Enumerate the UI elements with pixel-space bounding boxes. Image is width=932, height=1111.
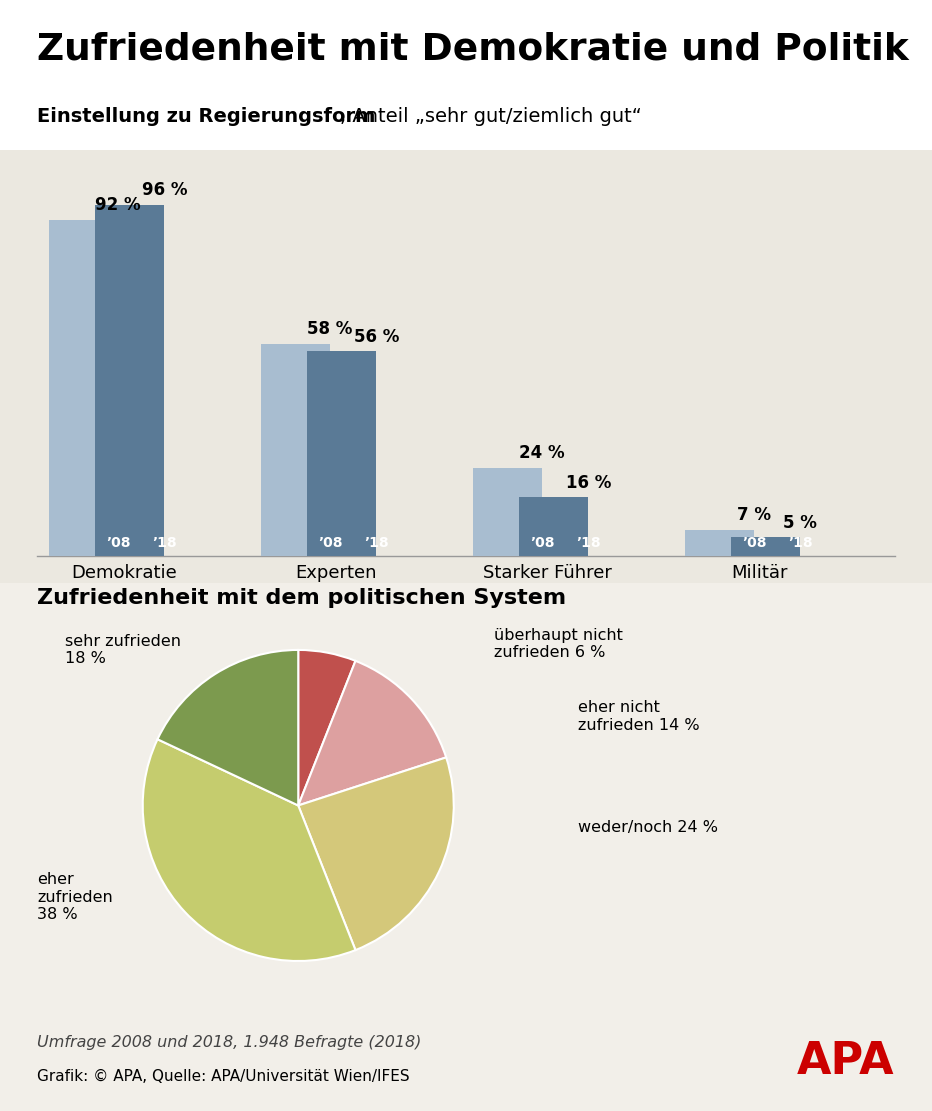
Text: APA: APA	[797, 1040, 895, 1083]
Text: überhaupt nicht
zufrieden 6 %: überhaupt nicht zufrieden 6 %	[494, 628, 623, 660]
Bar	[473, 468, 542, 556]
Text: ’08: ’08	[530, 536, 555, 550]
Text: eher
zufrieden
38 %: eher zufrieden 38 %	[37, 872, 113, 922]
Text: Grafik: © APA, Quelle: APA/Universität Wien/IFES: Grafik: © APA, Quelle: APA/Universität W…	[37, 1069, 410, 1084]
Text: ’08: ’08	[742, 536, 766, 550]
Text: 92 %: 92 %	[95, 196, 141, 214]
Text: Zufriedenheit mit Demokratie und Politik: Zufriedenheit mit Demokratie und Politik	[37, 32, 909, 68]
Text: ’18: ’18	[576, 536, 600, 550]
Text: 58 %: 58 %	[308, 320, 353, 338]
Bar	[685, 530, 754, 556]
Bar	[731, 538, 801, 556]
Text: ’18: ’18	[364, 536, 389, 550]
Text: Umfrage 2008 und 2018, 1.948 Befragte (2018): Umfrage 2008 und 2018, 1.948 Befragte (2…	[37, 1035, 421, 1051]
Bar	[519, 497, 588, 556]
Bar	[48, 220, 118, 556]
Text: weder/noch 24 %: weder/noch 24 %	[578, 820, 718, 835]
Text: 96 %: 96 %	[142, 181, 187, 200]
Text: eher nicht
zufrieden 14 %: eher nicht zufrieden 14 %	[578, 700, 699, 733]
Wedge shape	[298, 650, 355, 805]
Text: 24 %: 24 %	[519, 444, 565, 462]
Text: ’18: ’18	[152, 536, 177, 550]
Wedge shape	[298, 661, 446, 805]
Text: , Anteil „sehr gut/ziemlich gut“: , Anteil „sehr gut/ziemlich gut“	[340, 107, 642, 127]
Text: Einstellung zu Regierungsform: Einstellung zu Regierungsform	[37, 107, 376, 127]
Text: 7 %: 7 %	[737, 507, 771, 524]
Text: 5 %: 5 %	[784, 513, 817, 532]
Bar	[95, 204, 164, 556]
Text: 16 %: 16 %	[566, 473, 611, 491]
Bar	[261, 343, 330, 556]
Text: sehr zufrieden
18 %: sehr zufrieden 18 %	[65, 633, 181, 667]
Text: 56 %: 56 %	[354, 328, 399, 346]
Bar	[307, 351, 377, 556]
Wedge shape	[158, 650, 298, 805]
Wedge shape	[143, 739, 355, 961]
Text: ’08: ’08	[106, 536, 130, 550]
Text: ’18: ’18	[788, 536, 813, 550]
Text: Zufriedenheit mit dem politischen System: Zufriedenheit mit dem politischen System	[37, 588, 567, 608]
Text: ’08: ’08	[318, 536, 342, 550]
Wedge shape	[298, 758, 454, 950]
